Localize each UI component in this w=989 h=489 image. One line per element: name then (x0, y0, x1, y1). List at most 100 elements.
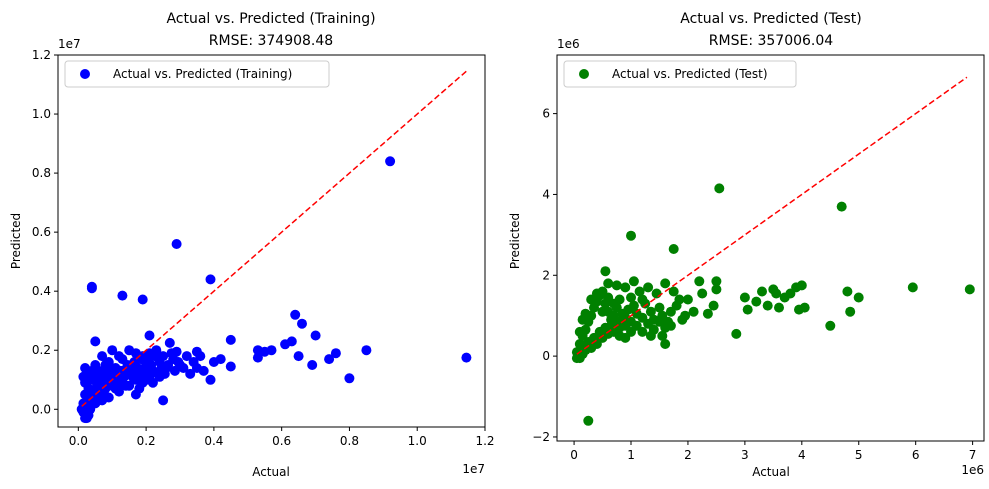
training-identity-line (81, 70, 467, 407)
test-point-19 (796, 280, 807, 291)
test-x-offset-label: 1e6 (961, 463, 984, 477)
test-point-47 (682, 294, 693, 305)
test-point-68 (628, 300, 639, 311)
training-legend-marker (80, 69, 90, 79)
training-point-25 (293, 351, 304, 362)
test-point-21 (794, 304, 804, 315)
training-point-35 (215, 354, 226, 365)
training-y-offset-label: 1e7 (58, 37, 81, 51)
training-point-117 (198, 365, 209, 376)
test-point-3 (668, 244, 679, 254)
test-point-10 (825, 320, 836, 331)
training-x-tick-label-0: 0.0 (69, 434, 88, 448)
training-point-18 (330, 348, 341, 359)
training-point-33 (195, 351, 206, 362)
test-point-109 (591, 288, 602, 299)
training-point-24 (259, 346, 270, 357)
training-point-52 (181, 351, 192, 362)
test-y-ticks: −2 0 2 4 6 (532, 107, 557, 444)
training-point-15 (164, 337, 175, 348)
test-point-37 (603, 278, 614, 289)
test-point-24 (768, 284, 779, 295)
training-point-30 (205, 374, 216, 385)
test-point-6 (907, 282, 918, 293)
test-x-tick-label-1: 1 (627, 448, 635, 462)
training-x-tick-label-3: 0.6 (272, 434, 291, 448)
test-point-114 (620, 332, 631, 343)
test-point-36 (600, 266, 611, 277)
test-legend-marker (579, 69, 589, 79)
test-point-4 (583, 415, 594, 426)
test-point-1 (836, 201, 847, 212)
training-point-111 (166, 348, 177, 359)
test-point-39 (620, 282, 631, 293)
training-point-112 (169, 365, 180, 376)
training-point-132 (134, 383, 145, 394)
test-point-40 (628, 276, 639, 287)
test-point-117 (645, 330, 656, 341)
test-point-12 (742, 304, 753, 315)
training-y-tick-label-0: 0.0 (32, 402, 51, 416)
training-point-26 (324, 354, 335, 365)
training-point-114 (178, 363, 189, 373)
test-point-43 (651, 288, 662, 299)
training-point-137 (81, 413, 92, 424)
test-point-116 (637, 294, 648, 305)
training-point-29 (225, 361, 236, 372)
training-point-27 (344, 373, 355, 384)
training-point-16 (280, 339, 291, 350)
test-point-45 (668, 286, 679, 297)
training-point-7 (137, 294, 148, 305)
training-legend: Actual vs. Predicted (Training) (64, 60, 330, 88)
test-point-42 (643, 282, 654, 293)
training-point-110 (163, 360, 174, 370)
training-point-131 (127, 371, 138, 382)
test-point-7 (842, 286, 853, 297)
training-point-8 (290, 309, 301, 320)
test-point-27 (711, 284, 722, 295)
training-point-141 (95, 383, 106, 394)
test-marks (571, 76, 975, 426)
test-point-25 (751, 296, 762, 307)
training-point-6 (117, 290, 128, 301)
training-point-103 (139, 365, 150, 376)
test-y-tick-label-4: 6 (542, 107, 550, 121)
test-point-26 (711, 276, 722, 287)
training-title-line1: Actual vs. Predicted (Training) (166, 11, 375, 27)
test-point-14 (757, 286, 767, 297)
test-point-16 (774, 302, 784, 313)
test-point-118 (657, 330, 668, 341)
test-point-110 (597, 306, 608, 317)
test-point-107 (580, 308, 591, 319)
training-point-140 (92, 392, 102, 403)
training-point-59 (97, 351, 108, 362)
test-point-13 (739, 292, 750, 303)
training-point-9 (297, 318, 307, 329)
test-point-15 (762, 300, 773, 311)
training-point-105 (146, 360, 157, 370)
test-x-tick-label-2: 2 (684, 448, 692, 462)
training-x-tick-label-4: 0.8 (340, 434, 359, 448)
training-point-10 (144, 330, 155, 341)
training-point-134 (147, 377, 158, 388)
training-point-0 (385, 156, 396, 167)
training-x-offset-label: 1e7 (462, 462, 485, 476)
test-point-9 (845, 306, 856, 317)
test-x-tick-label-6: 6 (912, 448, 920, 462)
training-point-119 (83, 386, 94, 397)
training-y-tick-label-6: 1.2 (32, 48, 51, 62)
test-point-112 (608, 298, 619, 309)
test-x-axis-label: Actual (752, 465, 790, 479)
test-point-79 (680, 310, 691, 321)
test-point-30 (697, 288, 708, 299)
training-x-tick-label-2: 0.4 (204, 434, 223, 448)
training-point-71 (158, 351, 169, 362)
test-point-44 (660, 278, 671, 289)
test-y-tick-label-1: 0 (542, 349, 550, 363)
test-point-11 (731, 328, 742, 339)
test-point-115 (626, 292, 636, 303)
training-point-28 (307, 360, 318, 370)
test-y-offset-label: 1e6 (557, 37, 580, 51)
training-y-tick-label-1: 0.2 (32, 343, 51, 357)
training-x-tick-label-1: 0.2 (137, 434, 156, 448)
